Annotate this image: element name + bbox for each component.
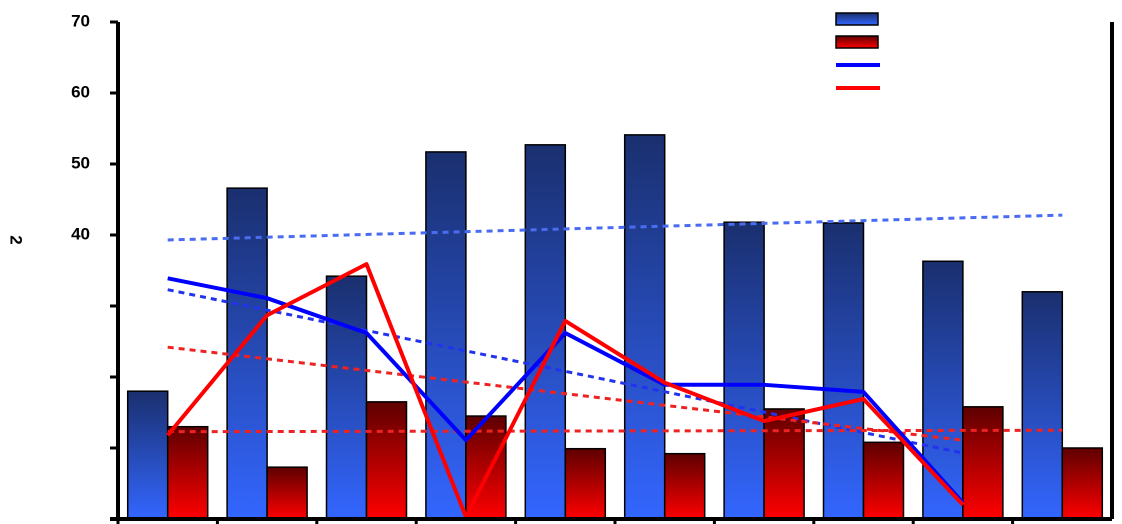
- bar: [325, 275, 368, 520]
- bar: [822, 222, 865, 520]
- bar: [365, 401, 408, 520]
- bar: [623, 134, 666, 520]
- legend-swatch: [835, 35, 879, 49]
- bar: [266, 466, 308, 520]
- bar: [663, 452, 706, 520]
- bar: [126, 390, 169, 520]
- bar: [723, 221, 765, 520]
- legend-swatch: [835, 12, 879, 26]
- y-tick-label: 60: [71, 82, 90, 101]
- y-tick-label: 70: [71, 11, 90, 30]
- bar: [1021, 291, 1064, 520]
- bar: [862, 441, 905, 520]
- bar: [564, 447, 607, 520]
- y-tick-label: 50: [71, 153, 90, 172]
- y-tick-label: 40: [71, 224, 90, 243]
- line: [166, 262, 965, 519]
- trendline: [167, 345, 964, 442]
- trendline: [167, 428, 1063, 434]
- bar: [922, 260, 964, 520]
- bar: [763, 408, 805, 520]
- bar: [962, 406, 1004, 520]
- trendline: [167, 288, 964, 455]
- trendline: [167, 213, 1063, 242]
- bar: [166, 425, 209, 520]
- bar: [1061, 447, 1104, 520]
- y-axis-label: 2: [7, 235, 26, 244]
- line: [167, 276, 965, 505]
